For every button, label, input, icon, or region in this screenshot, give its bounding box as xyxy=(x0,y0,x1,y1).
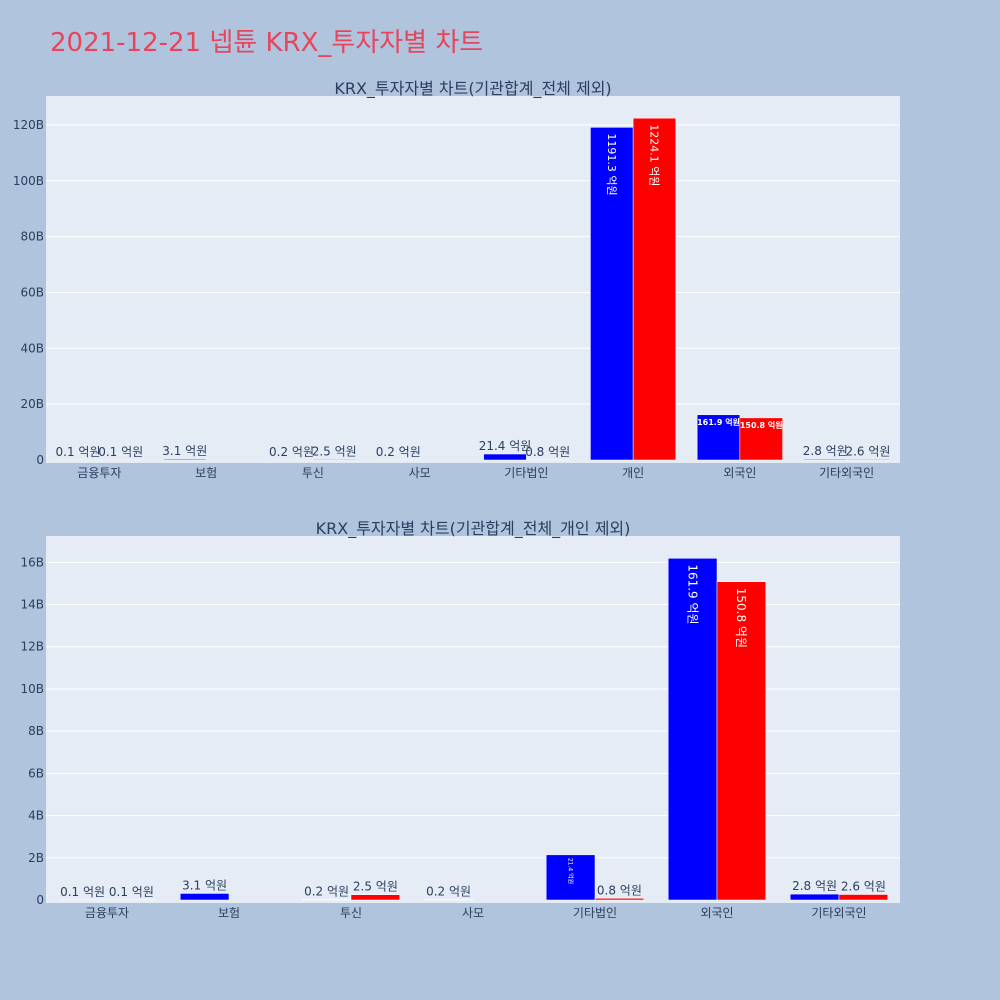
y-tick-label: 0 xyxy=(36,453,44,467)
x-tick-label: 투신 xyxy=(340,906,362,920)
bar-data-label: 161.9 억원 xyxy=(685,564,699,624)
bar xyxy=(545,854,596,901)
x-tick-label: 보험 xyxy=(195,466,217,480)
y-tick-label: 14B xyxy=(20,598,44,612)
bar-data-label: 2.6 억원 xyxy=(845,444,890,458)
bar xyxy=(594,898,645,901)
plot-area xyxy=(46,536,900,903)
bar-data-label: 0.1 억원 xyxy=(56,445,101,459)
bar-data-label: 1224.1 억원 xyxy=(648,124,661,186)
y-tick-label: 80B xyxy=(20,230,44,244)
bar xyxy=(696,414,741,461)
bar-data-label: 3.1 억원 xyxy=(162,444,207,458)
bar-data-label: 0.8 억원 xyxy=(525,445,570,459)
bar-data-label: 0.1 억원 xyxy=(60,885,105,899)
x-tick-label: 금융투자 xyxy=(77,466,121,480)
x-tick-label: 외국인 xyxy=(700,906,733,920)
x-tick-label: 외국인 xyxy=(723,466,756,480)
x-tick-label: 개인 xyxy=(622,466,644,480)
bar xyxy=(739,417,783,461)
chart-2: 0 2B 4B 6B 8B 10B 12B 14B 16B KRX_투자자별 차트(기관합계_전체… xyxy=(20,519,900,920)
bar xyxy=(789,893,840,901)
x-tick-label: 보험 xyxy=(218,906,240,920)
bar-data-label: 0.2 억원 xyxy=(426,885,471,899)
bar-data-label: 0.1 억원 xyxy=(109,885,154,899)
bar xyxy=(632,117,677,461)
plot-area xyxy=(46,96,900,463)
y-tick-label: 16B xyxy=(20,555,44,569)
y-tick-label: 40B xyxy=(20,341,44,355)
x-tick-label: 금융투자 xyxy=(85,906,129,920)
y-tick-label: 10B xyxy=(20,682,44,696)
y-tick-label: 60B xyxy=(20,285,44,299)
bar xyxy=(163,458,207,461)
y-tick-label: 0 xyxy=(36,893,44,907)
x-tick-label: 기타법인 xyxy=(504,466,548,480)
bar xyxy=(716,581,767,901)
y-tick-label: 4B xyxy=(28,809,44,823)
bar-data-label: 0.2 억원 xyxy=(376,445,421,459)
x-tick-label: 사모 xyxy=(409,466,431,480)
page-title: 2021-12-21 넵튠 KRX_투자자별 차트 xyxy=(50,28,484,58)
bar-data-label: 2.8 억원 xyxy=(792,879,837,893)
y-tick-label: 6B xyxy=(28,766,44,780)
bar-data-label: 161.9 억원 xyxy=(697,417,740,427)
bar-data-label: 150.8 억원 xyxy=(734,588,748,648)
chart-title: KRX_투자자별 차트(기관합계_전체 제외) xyxy=(334,79,611,99)
bar-data-label: 0.1 억원 xyxy=(98,445,143,459)
bar-data-label: 2.8 억원 xyxy=(803,444,848,458)
x-tick-label: 기타외국인 xyxy=(819,466,874,480)
bar xyxy=(350,894,401,901)
x-tick-label: 기타법인 xyxy=(573,906,617,920)
bar-data-label: 0.8 억원 xyxy=(597,883,642,897)
bar xyxy=(667,558,718,901)
y-tick-label: 2B xyxy=(28,851,44,865)
bar-data-label: 2.5 억원 xyxy=(353,880,398,894)
chart-title: KRX_투자자별 차트(기관합계_전체_개인 제외) xyxy=(316,519,631,539)
bar-data-label: 0.2 억원 xyxy=(304,885,349,899)
x-tick-label: 사모 xyxy=(462,906,484,920)
bar-data-label: 150.8 억원 xyxy=(740,420,783,430)
bar xyxy=(846,459,890,461)
bar-data-label: 21.4 억원 xyxy=(567,858,575,884)
x-tick-label: 기타외국인 xyxy=(811,906,866,920)
y-tick-label: 20B xyxy=(20,397,44,411)
bar-data-label: 2.5 억원 xyxy=(312,444,357,458)
bar xyxy=(312,459,356,461)
bar-data-label: 2.6 억원 xyxy=(841,880,886,894)
x-tick-label: 투신 xyxy=(302,466,324,480)
bar-data-label: 3.1 억원 xyxy=(182,878,227,892)
bar-data-label: 21.4 억원 xyxy=(479,439,532,453)
bar xyxy=(483,453,527,461)
bar-data-label: 1191.3 억원 xyxy=(605,133,618,195)
y-tick-label: 100B xyxy=(13,174,44,188)
bar xyxy=(179,893,230,901)
y-tick-label: 120B xyxy=(13,118,44,132)
chart-1: 0 20B 40B 60B 80B 100B 120B KRX_투자자별 차트(기관합계_전체… xyxy=(13,79,900,480)
bar-data-label: 0.2 억원 xyxy=(269,445,314,459)
bar xyxy=(838,894,889,901)
y-tick-label: 12B xyxy=(20,640,44,654)
y-tick-label: 8B xyxy=(28,724,44,738)
bar xyxy=(803,458,847,461)
